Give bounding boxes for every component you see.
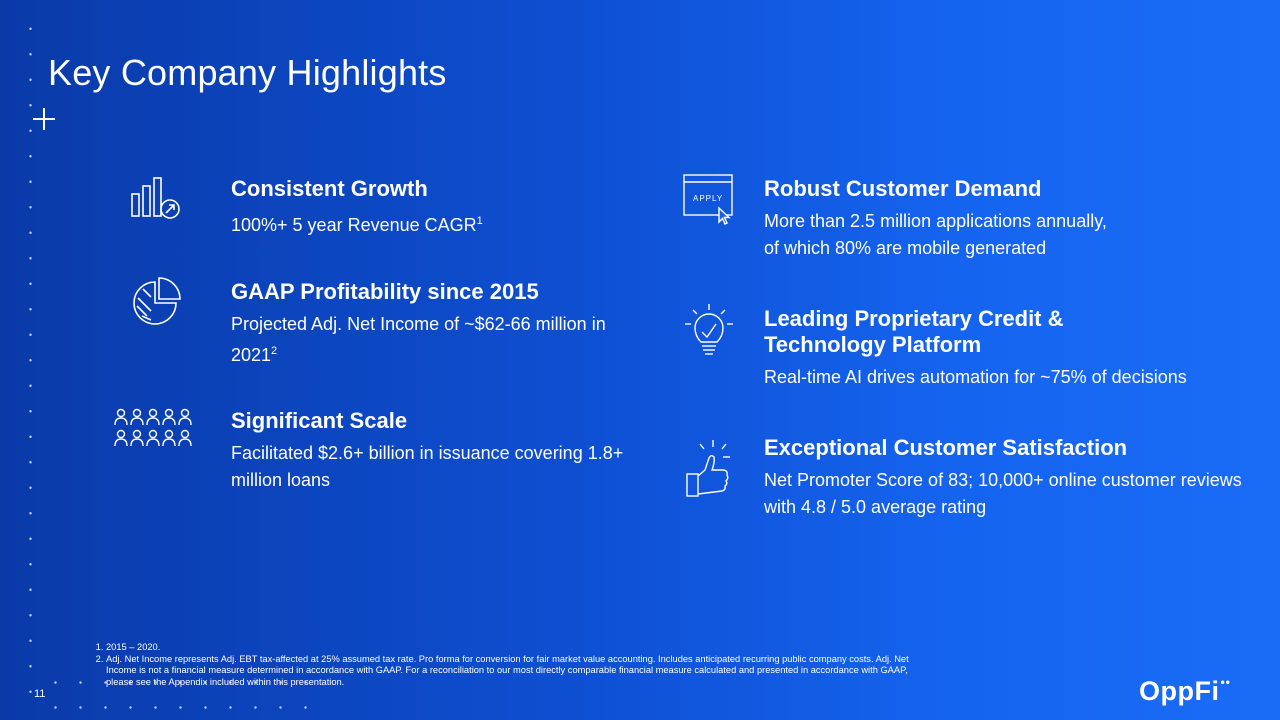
- highlight-robust-customer-demand: Robust Customer Demand More than 2.5 mil…: [764, 176, 1244, 262]
- page-title: Key Company Highlights: [48, 52, 447, 93]
- highlight-significant-scale: Significant Scale Facilitated $2.6+ bill…: [231, 408, 631, 494]
- apply-label: APPLY: [693, 194, 723, 203]
- pie-chart-icon: [131, 276, 183, 326]
- decorative-dot-grid-vertical: [18, 16, 48, 706]
- highlight-heading: Exceptional Customer Satisfaction: [764, 435, 1128, 460]
- decorative-dot-grid-horizontal: [43, 670, 313, 710]
- highlight-body: More than 2.5 million applications annua…: [764, 211, 1107, 258]
- highlight-consistent-growth: Consistent Growth 100%+ 5 year Revenue C…: [231, 176, 631, 239]
- oppfi-logo: OppFi••: [1139, 675, 1231, 706]
- people-group-icon: [113, 408, 197, 448]
- highlight-body: Real-time AI drives automation for ~75% …: [764, 367, 1187, 387]
- bar-chart-growth-icon: [130, 176, 182, 220]
- highlight-body: Facilitated $2.6+ billion in issuance co…: [231, 443, 624, 490]
- highlight-body: Projected Adj. Net Income of ~$62-66 mil…: [231, 314, 606, 365]
- apply-window-icon: APPLY: [683, 174, 735, 226]
- highlight-heading: Robust Customer Demand: [764, 176, 1042, 201]
- thumbs-up-icon: [683, 438, 735, 498]
- highlight-heading: Consistent Growth: [231, 176, 428, 201]
- highlight-customer-satisfaction: Exceptional Customer Satisfaction Net Pr…: [764, 435, 1244, 521]
- page-number: 11: [34, 688, 46, 700]
- highlight-body: Net Promoter Score of 83; 10,000+ online…: [764, 470, 1242, 517]
- highlight-heading: Significant Scale: [231, 408, 408, 433]
- lightbulb-check-icon: [683, 302, 735, 360]
- highlight-body: 100%+ 5 year Revenue CAGR1: [231, 215, 483, 235]
- highlight-heading: GAAP Profitability since 2015: [231, 279, 539, 304]
- highlight-heading: Leading Proprietary Credit & Technology …: [764, 306, 1064, 357]
- highlight-gaap-profitability: GAAP Profitability since 2015 Projected …: [231, 279, 631, 369]
- footnote-2: Adj. Net Income represents Adj. EBT tax-…: [106, 654, 932, 689]
- highlight-proprietary-platform: Leading Proprietary Credit & Technology …: [764, 306, 1244, 391]
- plus-icon: [33, 108, 55, 130]
- footnote-1: 2015 – 2020.: [106, 642, 932, 654]
- footnotes: 2015 – 2020. Adj. Net Income represents …: [92, 642, 932, 688]
